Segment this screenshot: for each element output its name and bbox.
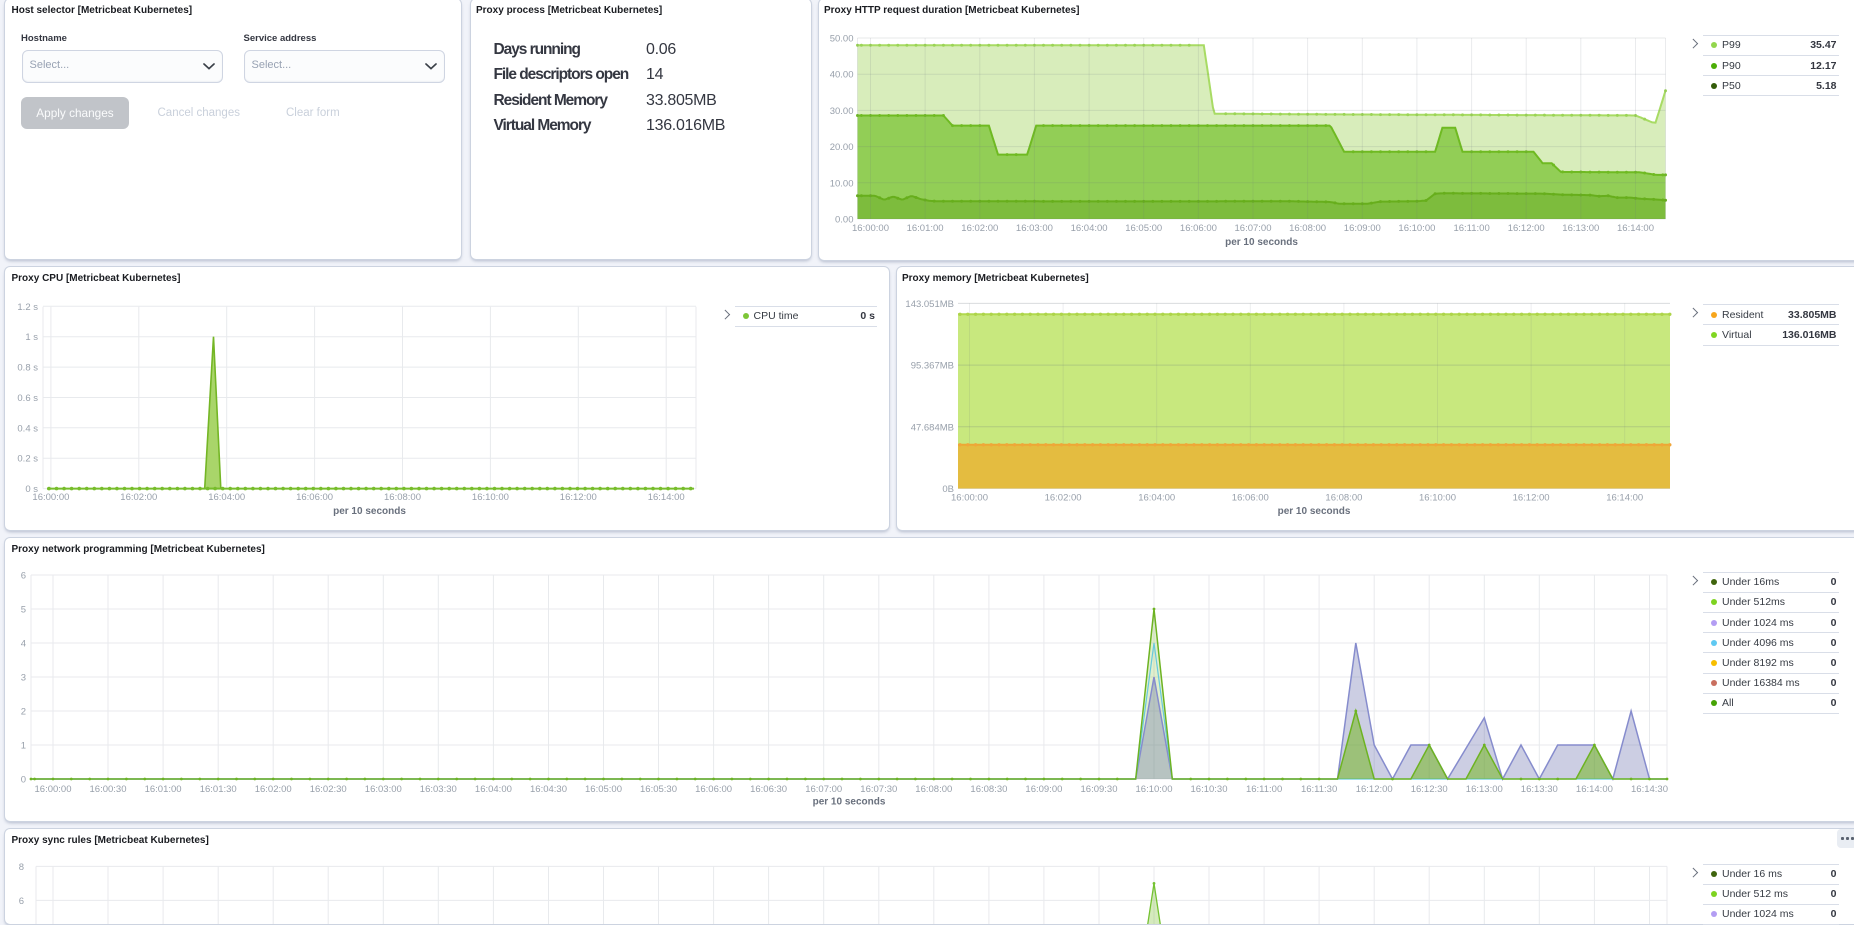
svg-text:16:08:00: 16:08:00 xyxy=(915,784,952,795)
svg-text:per 10 seconds: per 10 seconds xyxy=(1277,506,1350,517)
svg-text:16:08:00: 16:08:00 xyxy=(1289,223,1326,234)
svg-text:16:05:00: 16:05:00 xyxy=(585,784,622,795)
svg-text:16:01:00: 16:01:00 xyxy=(906,223,943,234)
svg-text:16:08:00: 16:08:00 xyxy=(384,492,421,503)
svg-text:143.051MB: 143.051MB xyxy=(905,299,954,310)
svg-text:16:11:30: 16:11:30 xyxy=(1301,784,1337,795)
svg-text:16:02:00: 16:02:00 xyxy=(961,223,998,234)
svg-text:1 s: 1 s xyxy=(25,332,38,343)
svg-text:16:05:30: 16:05:30 xyxy=(640,784,677,795)
svg-text:16:14:00: 16:14:00 xyxy=(1617,223,1654,234)
svg-text:per 10 seconds: per 10 seconds xyxy=(813,797,886,808)
svg-text:8: 8 xyxy=(19,862,24,873)
svg-text:16:04:00: 16:04:00 xyxy=(1138,493,1175,504)
svg-text:50.00: 50.00 xyxy=(829,34,853,45)
svg-text:16:13:00: 16:13:00 xyxy=(1562,223,1599,234)
svg-text:16:04:00: 16:04:00 xyxy=(475,784,512,795)
svg-text:16:09:30: 16:09:30 xyxy=(1081,784,1118,795)
svg-text:30.00: 30.00 xyxy=(829,106,853,117)
svg-text:16:01:00: 16:01:00 xyxy=(145,784,182,795)
svg-text:0: 0 xyxy=(21,775,26,786)
svg-text:16:08:30: 16:08:30 xyxy=(970,784,1007,795)
svg-text:16:02:00: 16:02:00 xyxy=(1044,493,1081,504)
svg-text:16:10:00: 16:10:00 xyxy=(1136,784,1173,795)
svg-text:16:11:00: 16:11:00 xyxy=(1246,784,1282,795)
svg-text:0B: 0B xyxy=(942,484,954,495)
svg-text:16:12:00: 16:12:00 xyxy=(1507,223,1544,234)
svg-text:16:14:00: 16:14:00 xyxy=(648,492,685,503)
svg-text:16:07:00: 16:07:00 xyxy=(805,784,842,795)
svg-text:2: 2 xyxy=(21,707,26,718)
svg-text:10.00: 10.00 xyxy=(829,178,853,189)
svg-text:0.8 s: 0.8 s xyxy=(17,363,38,374)
svg-text:16:05:00: 16:05:00 xyxy=(1125,223,1162,234)
svg-text:16:11:00: 16:11:00 xyxy=(1453,223,1489,234)
svg-text:16:08:00: 16:08:00 xyxy=(1325,493,1362,504)
svg-text:per 10 seconds: per 10 seconds xyxy=(1225,237,1298,248)
svg-text:16:04:00: 16:04:00 xyxy=(208,492,245,503)
svg-text:16:13:00: 16:13:00 xyxy=(1466,784,1503,795)
svg-text:16:09:00: 16:09:00 xyxy=(1343,223,1380,234)
svg-text:16:10:00: 16:10:00 xyxy=(1419,493,1456,504)
svg-text:16:12:00: 16:12:00 xyxy=(1356,784,1393,795)
svg-text:16:10:00: 16:10:00 xyxy=(472,492,509,503)
svg-text:16:02:00: 16:02:00 xyxy=(120,492,157,503)
svg-text:16:04:30: 16:04:30 xyxy=(530,784,567,795)
svg-text:3: 3 xyxy=(21,673,26,684)
svg-text:6: 6 xyxy=(21,571,26,582)
svg-text:16:02:30: 16:02:30 xyxy=(310,784,347,795)
svg-text:0.6 s: 0.6 s xyxy=(17,393,38,404)
svg-text:16:01:30: 16:01:30 xyxy=(200,784,237,795)
svg-text:1: 1 xyxy=(21,741,26,752)
svg-text:16:14:00: 16:14:00 xyxy=(1606,493,1643,504)
svg-text:16:00:30: 16:00:30 xyxy=(90,784,127,795)
svg-text:0.4 s: 0.4 s xyxy=(17,423,38,434)
svg-text:0 s: 0 s xyxy=(25,484,38,495)
svg-text:6: 6 xyxy=(19,896,24,907)
svg-text:16:00:00: 16:00:00 xyxy=(32,492,69,503)
svg-text:95.367MB: 95.367MB xyxy=(910,361,953,372)
svg-text:16:07:00: 16:07:00 xyxy=(1234,223,1271,234)
svg-text:16:12:00: 16:12:00 xyxy=(1512,493,1549,504)
svg-text:16:02:00: 16:02:00 xyxy=(255,784,292,795)
svg-text:16:06:00: 16:06:00 xyxy=(695,784,732,795)
svg-text:5: 5 xyxy=(21,605,26,616)
svg-text:16:10:00: 16:10:00 xyxy=(1398,223,1435,234)
svg-text:40.00: 40.00 xyxy=(829,70,853,81)
svg-text:1.2 s: 1.2 s xyxy=(17,302,38,313)
svg-text:16:00:00: 16:00:00 xyxy=(852,223,889,234)
svg-text:16:06:30: 16:06:30 xyxy=(750,784,787,795)
svg-text:4: 4 xyxy=(21,639,26,650)
svg-text:16:07:30: 16:07:30 xyxy=(860,784,897,795)
svg-text:16:09:00: 16:09:00 xyxy=(1025,784,1062,795)
svg-text:16:06:00: 16:06:00 xyxy=(1179,223,1216,234)
svg-text:16:14:30: 16:14:30 xyxy=(1631,784,1668,795)
svg-text:16:12:30: 16:12:30 xyxy=(1411,784,1448,795)
svg-text:16:12:00: 16:12:00 xyxy=(560,492,597,503)
svg-text:16:10:30: 16:10:30 xyxy=(1191,784,1228,795)
svg-text:16:03:00: 16:03:00 xyxy=(1015,223,1052,234)
svg-text:16:13:30: 16:13:30 xyxy=(1521,784,1558,795)
svg-text:16:14:00: 16:14:00 xyxy=(1576,784,1613,795)
svg-text:16:00:00: 16:00:00 xyxy=(951,493,988,504)
svg-text:16:04:00: 16:04:00 xyxy=(1070,223,1107,234)
svg-text:16:06:00: 16:06:00 xyxy=(1231,493,1268,504)
svg-text:0.2 s: 0.2 s xyxy=(17,454,38,465)
svg-text:47.684MB: 47.684MB xyxy=(910,422,953,433)
svg-text:16:03:00: 16:03:00 xyxy=(365,784,402,795)
svg-text:16:00:00: 16:00:00 xyxy=(35,784,72,795)
svg-text:16:06:00: 16:06:00 xyxy=(296,492,333,503)
svg-text:0.00: 0.00 xyxy=(835,215,854,226)
svg-text:per 10 seconds: per 10 seconds xyxy=(333,506,406,517)
svg-text:16:03:30: 16:03:30 xyxy=(420,784,457,795)
svg-text:20.00: 20.00 xyxy=(829,142,853,153)
